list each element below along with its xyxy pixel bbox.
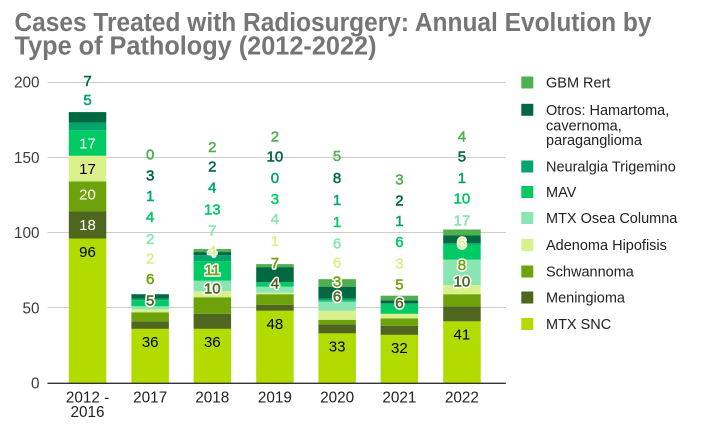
svg-text:3: 3 <box>271 191 279 208</box>
svg-text:5: 5 <box>333 148 341 165</box>
svg-text:paraganglioma: paraganglioma <box>546 133 643 149</box>
svg-text:1: 1 <box>271 233 279 250</box>
svg-text:8: 8 <box>458 257 466 274</box>
svg-text:33: 33 <box>329 339 346 356</box>
svg-text:1: 1 <box>395 213 403 230</box>
svg-text:6: 6 <box>395 234 403 251</box>
svg-text:1: 1 <box>146 188 154 205</box>
svg-text:8: 8 <box>458 257 466 274</box>
svg-text:0: 0 <box>31 376 40 393</box>
svg-text:32: 32 <box>391 340 408 357</box>
svg-text:17: 17 <box>79 136 96 153</box>
svg-text:150: 150 <box>14 150 40 167</box>
svg-text:5: 5 <box>83 92 91 109</box>
svg-text:4: 4 <box>271 275 279 292</box>
svg-text:4: 4 <box>208 243 216 260</box>
svg-text:6: 6 <box>146 271 154 288</box>
svg-text:5: 5 <box>395 276 403 293</box>
svg-text:7: 7 <box>271 255 279 272</box>
svg-text:3: 3 <box>333 274 341 291</box>
svg-text:MTX SNC: MTX SNC <box>546 317 611 333</box>
svg-text:13: 13 <box>204 202 221 219</box>
svg-text:6: 6 <box>333 255 341 272</box>
svg-text:6: 6 <box>395 295 403 312</box>
svg-text:4: 4 <box>208 180 216 197</box>
svg-text:4: 4 <box>271 211 279 228</box>
svg-text:3: 3 <box>395 172 403 189</box>
svg-text:cavernoma,: cavernoma, <box>546 119 622 135</box>
svg-text:18: 18 <box>79 217 96 234</box>
svg-text:GBM Rert: GBM Rert <box>546 76 610 92</box>
svg-text:6: 6 <box>395 295 403 312</box>
svg-text:Adenoma Hipofisis: Adenoma Hipofisis <box>546 238 667 254</box>
svg-text:7: 7 <box>83 73 91 90</box>
svg-text:3: 3 <box>333 274 341 291</box>
svg-text:0: 0 <box>271 170 279 187</box>
svg-text:4: 4 <box>458 129 466 146</box>
svg-text:10: 10 <box>454 273 471 290</box>
svg-text:5: 5 <box>458 149 466 166</box>
svg-text:6: 6 <box>458 235 466 252</box>
svg-text:17: 17 <box>79 161 96 178</box>
svg-text:6: 6 <box>333 235 341 252</box>
svg-text:2017: 2017 <box>133 389 167 406</box>
svg-text:11: 11 <box>205 262 221 279</box>
svg-text:Cases Treated with Radiosurger: Cases Treated with Radiosurgery: Annual … <box>15 9 653 37</box>
svg-text:96: 96 <box>79 244 96 261</box>
svg-text:6: 6 <box>333 288 341 305</box>
svg-text:4: 4 <box>146 209 154 226</box>
svg-text:5: 5 <box>146 292 154 309</box>
svg-text:36: 36 <box>204 334 221 351</box>
svg-text:10: 10 <box>454 273 471 290</box>
svg-text:Schwannoma: Schwannoma <box>546 265 635 281</box>
svg-text:2018: 2018 <box>195 389 229 406</box>
svg-text:5: 5 <box>146 292 154 309</box>
svg-text:0: 0 <box>146 147 154 164</box>
svg-text:2021: 2021 <box>382 389 416 406</box>
svg-text:2: 2 <box>208 158 216 175</box>
svg-text:2020: 2020 <box>320 389 354 406</box>
svg-text:7: 7 <box>271 255 279 272</box>
svg-text:10: 10 <box>204 280 221 297</box>
svg-text:50: 50 <box>22 300 39 317</box>
svg-text:2: 2 <box>271 129 279 146</box>
svg-text:MTX Osea Columna: MTX Osea Columna <box>546 211 678 227</box>
svg-text:48: 48 <box>267 316 284 333</box>
svg-text:4: 4 <box>208 243 216 260</box>
svg-text:200: 200 <box>14 75 40 92</box>
svg-text:2019: 2019 <box>258 389 292 406</box>
svg-text:17: 17 <box>454 212 471 229</box>
svg-text:3: 3 <box>146 167 154 184</box>
svg-text:10: 10 <box>204 280 221 297</box>
svg-text:2: 2 <box>395 193 403 210</box>
svg-text:2: 2 <box>208 139 216 156</box>
svg-text:4: 4 <box>271 275 279 292</box>
svg-text:41: 41 <box>454 327 471 344</box>
svg-text:11: 11 <box>205 262 221 279</box>
svg-text:Type of Pathology (2012-2022): Type of Pathology (2012-2022) <box>15 33 377 61</box>
svg-text:2016: 2016 <box>70 404 104 421</box>
svg-text:7: 7 <box>208 222 216 239</box>
svg-text:Meningioma: Meningioma <box>546 291 626 307</box>
svg-text:1: 1 <box>458 170 466 187</box>
svg-text:Otros: Hamartoma,: Otros: Hamartoma, <box>546 103 669 119</box>
svg-text:MAV: MAV <box>546 185 577 201</box>
svg-text:6: 6 <box>458 235 466 252</box>
svg-text:10: 10 <box>267 149 284 166</box>
svg-text:36: 36 <box>142 334 159 351</box>
svg-text:2012 -: 2012 - <box>66 389 109 406</box>
svg-text:6: 6 <box>333 288 341 305</box>
svg-text:1: 1 <box>333 192 341 209</box>
svg-text:8: 8 <box>333 170 341 187</box>
svg-text:Neuralgia Trigemino: Neuralgia Trigemino <box>546 160 676 176</box>
svg-text:2022: 2022 <box>445 389 479 406</box>
svg-text:100: 100 <box>14 225 40 242</box>
svg-text:3: 3 <box>395 256 403 273</box>
svg-text:20: 20 <box>79 187 96 204</box>
svg-text:2: 2 <box>146 231 154 248</box>
svg-text:2: 2 <box>146 251 154 268</box>
svg-text:10: 10 <box>454 191 471 208</box>
svg-text:1: 1 <box>333 214 341 231</box>
